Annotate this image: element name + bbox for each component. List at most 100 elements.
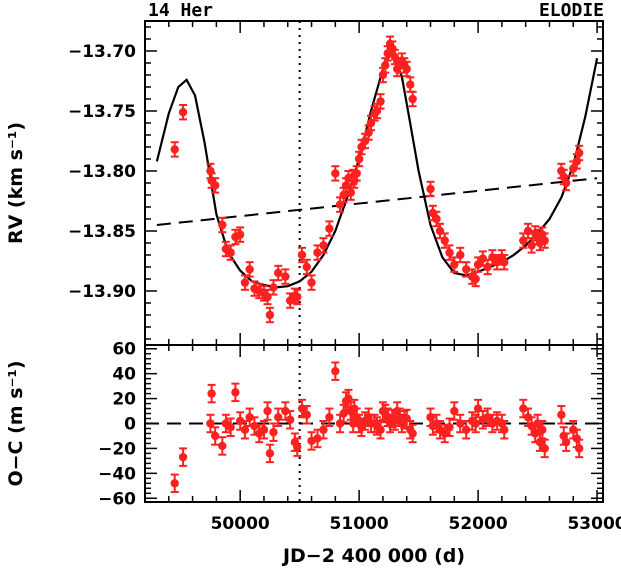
data-point (269, 283, 278, 292)
data-point (259, 425, 269, 434)
data-point (245, 413, 254, 422)
data-point (325, 224, 334, 233)
data-point (456, 250, 465, 260)
data-point (527, 241, 536, 250)
data-point (575, 148, 584, 158)
y-tick-label: −13.90 (68, 282, 136, 302)
top-y-axis-label: RV (km s⁻¹) (5, 122, 27, 244)
y-tick-label: −13.70 (68, 42, 136, 62)
data-point (540, 444, 549, 453)
data-point (325, 413, 334, 422)
data-point (313, 434, 322, 443)
y-tick-label: 60 (112, 340, 136, 360)
data-point (285, 415, 295, 424)
data-point (302, 410, 311, 419)
data-point (561, 437, 571, 447)
data-point (178, 452, 188, 462)
x-tick-label: 52000 (449, 514, 508, 534)
y-tick-label: −13.80 (68, 162, 136, 182)
data-point (346, 188, 356, 197)
data-point (352, 169, 361, 178)
data-point (538, 425, 547, 434)
y-tick-label: −40 (98, 464, 136, 484)
data-point (390, 52, 400, 62)
data-point (408, 94, 417, 104)
data-point (376, 97, 385, 106)
x-tick-label: 50000 (211, 514, 270, 534)
data-point (319, 241, 328, 250)
data-point (500, 425, 509, 434)
trend-line (156, 177, 598, 226)
data-point (319, 425, 328, 434)
data-point (461, 265, 471, 274)
y-tick-label: −13.75 (68, 102, 136, 122)
x-axis-label: JD−2 400 000 (d) (281, 545, 465, 567)
data-point (281, 406, 290, 416)
data-point (406, 80, 415, 89)
data-point (293, 442, 302, 452)
x-tick-label: 53000 (567, 514, 621, 534)
data-point (274, 268, 283, 278)
data-point (331, 169, 340, 178)
data-point (440, 236, 449, 245)
data-point (426, 184, 435, 194)
data-point (450, 406, 459, 416)
data-point (376, 425, 385, 434)
data-point (231, 388, 240, 397)
data-point (210, 181, 220, 190)
data-point (302, 262, 311, 272)
data-point (274, 413, 283, 422)
data-point (218, 441, 227, 451)
data-point (561, 178, 571, 188)
data-point (307, 278, 316, 287)
y-tick-label: −13.85 (68, 222, 136, 242)
data-point (461, 425, 471, 434)
data-point (557, 410, 566, 419)
data-point (519, 404, 528, 413)
data-point (235, 230, 245, 239)
data-point (178, 108, 188, 117)
data-point (207, 389, 216, 398)
data-point (240, 425, 250, 434)
data-point (226, 423, 235, 432)
data-point (170, 479, 179, 488)
data-point (226, 248, 235, 257)
chart-header-right: ELODIE (538, 0, 604, 21)
data-point (432, 214, 441, 224)
chart-header-left: 14 Her (148, 0, 214, 21)
data-point (471, 419, 480, 428)
data-point (281, 272, 290, 281)
data-point (210, 431, 220, 441)
data-point (354, 154, 364, 164)
data-point (265, 449, 275, 458)
x-tick-label: 51000 (330, 514, 389, 534)
data-point (313, 248, 322, 257)
data-point (170, 145, 179, 154)
data-point (263, 406, 272, 416)
data-point (218, 220, 227, 230)
data-point (445, 248, 454, 257)
data-point (265, 310, 275, 320)
data-point (331, 366, 340, 376)
data-point (339, 409, 348, 418)
data-point (500, 258, 509, 267)
data-point (478, 254, 488, 263)
data-point (269, 428, 278, 437)
data-point (402, 64, 411, 74)
data-point (293, 292, 302, 302)
y-tick-label: 20 (112, 390, 136, 410)
data-point (445, 423, 454, 432)
data-point (523, 226, 533, 236)
data-point (297, 250, 307, 260)
data-point (408, 429, 417, 438)
data-point (235, 416, 245, 426)
data-point (575, 444, 584, 453)
data-point (471, 274, 480, 284)
y-tick-label: 40 (112, 365, 136, 385)
data-point (540, 236, 549, 245)
y-tick-label: −60 (98, 489, 136, 509)
data-point (240, 278, 250, 287)
data-point (245, 265, 254, 274)
y-tick-label: 0 (124, 415, 136, 435)
